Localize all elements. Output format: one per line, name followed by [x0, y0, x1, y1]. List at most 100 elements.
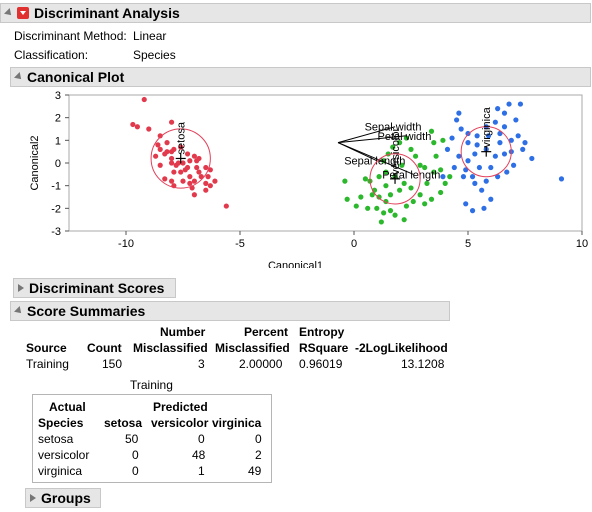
data-point-setosa [157, 146, 163, 152]
canonical-plot-header[interactable]: Canonical Plot [10, 67, 591, 87]
data-point-versicolor [381, 210, 387, 216]
data-point-versicolor [412, 153, 419, 159]
row-label-virginica: virginica [38, 464, 83, 478]
data-point-setosa [162, 176, 168, 182]
data-point-setosa [212, 178, 218, 184]
data-point-setosa [153, 153, 159, 159]
col-header-source: Source [26, 341, 67, 355]
data-point-setosa [203, 187, 209, 193]
data-point-versicolor [422, 201, 428, 207]
data-point-versicolor [417, 162, 423, 168]
data-point-setosa [191, 178, 197, 184]
biplot-ray-label: Petal width [378, 131, 432, 143]
data-point-setosa [196, 169, 202, 175]
cell-loglikelihood: 13.1208 [401, 357, 445, 371]
data-point-virginica [492, 153, 498, 159]
data-point-versicolor [397, 187, 403, 193]
row-label-versicolor: versicolor [38, 448, 90, 462]
biplot-ray [337, 142, 414, 175]
data-point-setosa [196, 155, 202, 162]
data-point-versicolor [390, 144, 396, 150]
disclosure-icon[interactable] [14, 306, 24, 316]
data-point-setosa [182, 167, 188, 173]
data-point-virginica [472, 151, 478, 157]
data-point-virginica [465, 130, 471, 137]
data-point-setosa [184, 151, 191, 157]
x-tick-label: 10 [576, 238, 588, 250]
method-label: Discriminant Method: [14, 29, 127, 43]
data-point-versicolor [362, 176, 368, 182]
data-point-versicolor [378, 219, 384, 225]
data-point-setosa [178, 169, 184, 175]
data-point-setosa [164, 140, 170, 146]
disclosure-icon[interactable] [18, 284, 24, 292]
cell-virginica-versicolor: 1 [198, 464, 205, 478]
data-point-setosa [194, 164, 200, 171]
data-point-versicolor [428, 128, 435, 134]
data-point-virginica [513, 117, 519, 123]
data-point-virginica [501, 151, 508, 157]
y-tick-label: 1 [55, 135, 61, 147]
plot-layer: -10 -5 0 5 103210-1-2-3Canonical1Canonical2S… [29, 90, 588, 268]
classification-value: Species [133, 48, 176, 62]
data-point-setosa [205, 174, 211, 180]
cell-entropy-rsquare: 0.96019 [299, 357, 343, 371]
y-axis-label: Canonical2 [29, 135, 41, 190]
data-point-setosa [178, 144, 184, 150]
score-summaries-header[interactable]: Score Summaries [10, 301, 450, 321]
data-point-virginica [501, 110, 508, 116]
canonical-plot: -10 -5 0 5 103210-1-2-3Canonical1Canonical2S… [29, 90, 588, 268]
data-point-versicolor [344, 196, 350, 202]
col-versicolor: versicolor [151, 416, 209, 430]
data-point-setosa [203, 164, 209, 171]
data-point-setosa [203, 180, 209, 186]
data-point-versicolor [374, 205, 380, 211]
data-point-virginica [520, 146, 526, 152]
data-point-versicolor [438, 189, 444, 196]
disclosure-icon[interactable] [4, 8, 14, 18]
centroid-circle-setosa [150, 128, 211, 189]
data-point-virginica [495, 174, 501, 180]
section-title: Canonical Plot [27, 69, 125, 85]
y-tick-label: 2 [55, 113, 61, 125]
section-title: Discriminant Scores [29, 280, 165, 296]
y-tick-label: -3 [51, 226, 61, 238]
data-point-versicolor [401, 217, 407, 223]
data-point-setosa [171, 169, 177, 175]
data-point-setosa [130, 121, 136, 128]
x-tick-label: 0 [351, 238, 357, 250]
main-outline-header[interactable]: Discriminant Analysis [0, 3, 591, 23]
data-point-versicolor [376, 194, 382, 200]
data-point-setosa [169, 160, 175, 166]
data-point-virginica [495, 106, 501, 112]
red-triangle-menu-button[interactable] [17, 7, 29, 19]
centroid-label-versicolor: versicolor [390, 127, 402, 174]
data-point-versicolor [387, 208, 394, 214]
data-point-versicolor [438, 167, 444, 173]
x-tick-label: -10 [118, 238, 134, 250]
disclosure-icon[interactable] [14, 72, 24, 82]
data-point-virginica [517, 101, 524, 107]
data-point-virginica [492, 119, 498, 125]
discriminant-scores-header[interactable]: Discriminant Scores [13, 278, 176, 298]
data-point-versicolor [365, 205, 371, 211]
biplot-ray [337, 135, 407, 144]
centroid-circle-virginica [460, 126, 512, 178]
col-header-rsquare: RSquare [299, 341, 349, 355]
cell-percent-misclassified: 2.00000 [239, 357, 283, 371]
col-header-number-misclassified: Misclassified [133, 341, 208, 355]
cell-virginica-virginica: 49 [248, 464, 262, 478]
data-point-setosa [180, 178, 186, 184]
disclosure-icon[interactable] [30, 494, 36, 502]
data-point-setosa [162, 151, 168, 157]
data-point-virginica [501, 124, 508, 130]
data-point-virginica [508, 137, 514, 143]
data-point-setosa [187, 158, 193, 164]
data-point-setosa [223, 203, 229, 209]
cell-setosa-virginica: 0 [255, 432, 262, 446]
data-point-virginica [465, 140, 471, 146]
groups-header[interactable]: Groups [25, 488, 101, 508]
centroid-label-virginica: virginica [481, 106, 493, 147]
data-point-virginica [449, 135, 455, 141]
x-axis-label: Canonical1 [268, 260, 323, 268]
